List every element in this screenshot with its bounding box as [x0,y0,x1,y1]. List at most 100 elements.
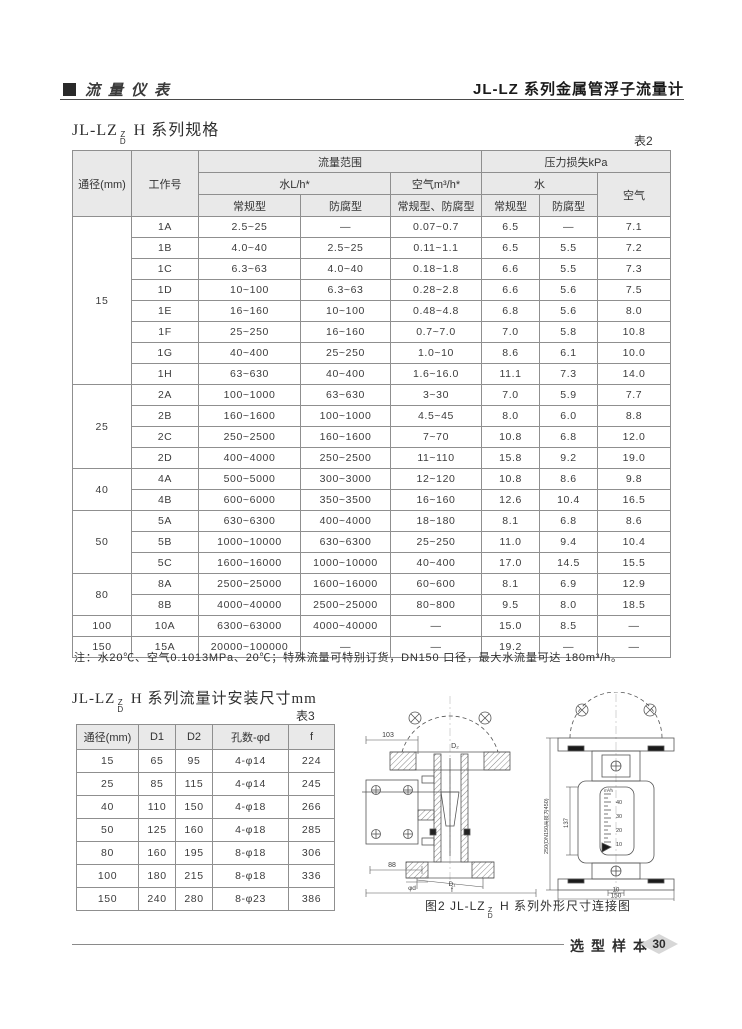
install-cell: 336 [288,864,335,888]
spec-cell: 160~1600 [198,405,301,427]
float-cone [362,758,460,856]
install-cell: 245 [288,772,335,796]
spec-cell: 600~6000 [198,489,301,511]
spec-cell: 80~800 [390,594,482,616]
spec-cell: 300~3000 [300,468,391,490]
install-title-main: JL-LZ [72,691,116,707]
scale-unit: m³/h [604,788,613,793]
install-cell: 4-φ18 [212,818,289,842]
header-brand: 流量仪表 [63,79,177,100]
spec-row: 25 2A 100~1000 63~630 3~30 7.0 5.9 7.7 [72,384,672,469]
install-cell: 160 [175,818,213,842]
spec-table: 通径(mm) 工作号 流量范围 压力损失kPa 水L/h* 空气m³/h* 水 … [72,150,672,658]
spec-cell: 12~120 [390,468,482,490]
spec-cell: 9.2 [539,447,598,469]
spec-cell: 6.8 [539,426,598,448]
spec-table-body: 15 1A 2.5~25—0.07~0.7 6.5—7.1 1B 4.0~40 2.5~25… [72,216,672,658]
spec-cell: 16~160 [198,300,301,322]
install-cell: 4-φ18 [212,795,289,819]
caption-rest: H 系列外形尺寸连接图 [500,899,632,913]
col-water-std: 常规型 [198,194,301,217]
install-cell: 224 [288,749,335,773]
spec-cell: 10~100 [198,279,301,301]
spec-cell: 1A [131,216,199,238]
spec-cell: 10.8 [481,468,540,490]
spec-cell: 400~4000 [300,510,391,532]
spec-cell: 6.0 [539,405,598,427]
spec-cell: 8A [131,573,199,595]
install-cell: 15 [76,749,139,773]
spec-cell: 15.5 [596,552,672,574]
spec-row: 1B 4.0~40 2.5~25 0.11~1.1 6.5 5.5 7.2 [73,237,672,259]
col-d1: D1 [138,724,176,750]
install-table: 通径(mm) D1 D2 孔数-φd f 15 65 95 4-φ14 224 25 85 1… [76,724,335,911]
install-cell: 150 [76,887,139,911]
install-cell: 266 [288,795,335,819]
spec-cell: 3~30 [390,384,482,406]
spec-cell: 6.6 [481,279,540,301]
spec-cell: 6.3~63 [300,279,391,301]
spec-cell: 6.3~63 [198,258,301,280]
bolt-symbol-icon [408,711,422,725]
dim-indicator: 137 [564,817,570,828]
spec-cell: 7.0 [481,384,540,406]
variant-sub2: D [117,705,125,714]
spec-cell: 8B [131,594,199,616]
spec-cell: 250~2500 [198,426,301,448]
install-title-rest: H 系列流量计安装尺寸mm [130,691,317,707]
header-rule [60,99,684,100]
spec-row: 4B 600~6000 350~3500 16~160 12.6 10.4 16.5 [73,489,672,511]
spec-row: 2D 400~4000 250~2500 11~110 15.8 9.2 19.0 [73,447,672,469]
install-row: 80 160 195 8-φ18 306 [76,841,335,865]
spec-row: 2B 160~1600 100~1000 4.5~45 8.0 6.0 8.8 [73,405,672,427]
install-row: 15 65 95 4-φ14 224 [76,749,335,773]
spec-table-head: 通径(mm) 工作号 流量范围 压力损失kPa 水L/h* 空气m³/h* 水 … [72,150,672,217]
spec-cell: 0.28~2.8 [390,279,482,301]
spec-cell: 2500~25000 [300,594,391,616]
install-cell: 80 [76,841,139,865]
spec-cell: 4000~40000 [300,615,391,637]
install-row: 100 180 215 8-φ18 336 [76,864,335,888]
spec-cell: 40~400 [390,552,482,574]
install-cell: 150 [175,795,213,819]
spec-cell: 400~4000 [198,447,301,469]
top-flange [389,751,511,771]
col-install-size: 通径(mm) [76,724,139,750]
dimension-lines [365,736,537,897]
spec-cell: 160~1600 [300,426,391,448]
spec-cell: 18~180 [390,510,482,532]
spec-cell: 100~1000 [300,405,391,427]
bolt-symbol-icon [478,711,492,725]
install-cell: 195 [175,841,213,865]
spec-cell: 5.8 [539,321,598,343]
col-air: 空气m³/h* [390,172,482,195]
spec-cell: 11.0 [481,531,540,553]
install-cell: 40 [76,795,139,819]
spec-cell: 1.6~16.0 [390,363,482,385]
spec-cell: 630~6300 [300,531,391,553]
install-cell: 280 [175,887,213,911]
spec-section-title: JL-LZ Z D H 系列规格 [72,116,219,146]
col-d2: D2 [175,724,213,750]
spec-cell: 1D [131,279,199,301]
spec-cell: 25~250 [390,531,482,553]
dim-bracket: 103 [382,732,394,739]
spec-cell: 15.0 [481,615,540,637]
scale-20: 20 [616,828,622,834]
figure-drawings: 103 D₂ 88 φd D₁ f [358,692,692,902]
spec-cell: 5B [131,531,199,553]
install-cell: 240 [138,887,176,911]
spec-cell: 7.0 [481,321,540,343]
install-table-head: 通径(mm) D1 D2 孔数-φd f [76,724,335,750]
spec-cell: 11.1 [481,363,540,385]
spec-cell: 1600~16000 [198,552,301,574]
spec-cell: 350~3500 [300,489,391,511]
spec-cell: 1000~10000 [300,552,391,574]
spec-cell: 6.8 [539,510,598,532]
install-cell: 25 [76,772,139,796]
spec-cell: 8.0 [539,594,598,616]
install-cell: 180 [138,864,176,888]
spec-cell: 1000~10000 [198,531,301,553]
size-cell: 100 [72,615,132,637]
